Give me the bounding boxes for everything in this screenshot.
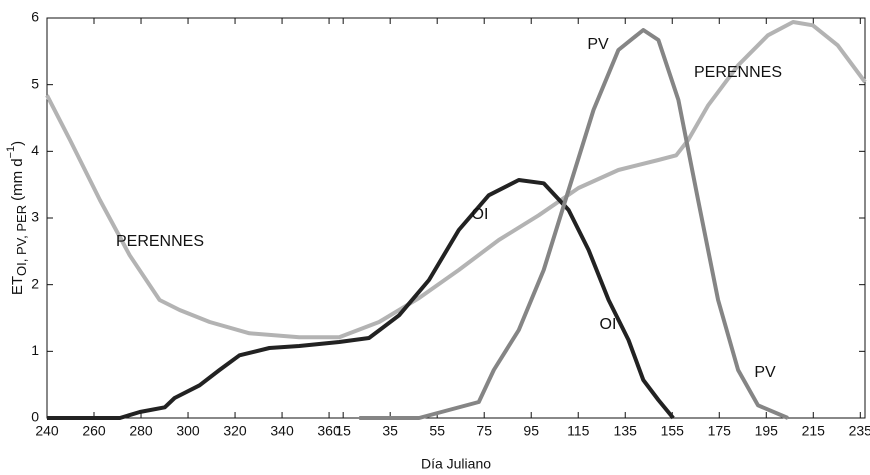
x-tick-label: 135 [614, 423, 638, 439]
y-label-sub: OI, PV, PER [14, 205, 29, 276]
x-tick-label: 35 [382, 423, 398, 439]
series-line [359, 28, 789, 420]
x-tick-label: 260 [82, 423, 106, 439]
x-axis-label: Día Juliano [421, 456, 491, 472]
series-line [47, 178, 675, 420]
x-tick-label: 15 [335, 423, 351, 439]
x-tick-label: 195 [755, 423, 779, 439]
x-tick-label: 115 [567, 423, 590, 439]
x-tick-label: 340 [270, 423, 294, 439]
y-label-close: ) [9, 141, 26, 146]
y-axis-label: ETOI, PV, PER (mm d−1) [5, 141, 30, 295]
y-tick-label: 3 [31, 209, 39, 225]
x-tick-label: 280 [129, 423, 153, 439]
series-label: PERENNES [694, 64, 782, 81]
x-tick-label: 75 [476, 423, 492, 439]
series-label: OI [600, 316, 617, 333]
x-tick-label: 235 [849, 423, 870, 439]
x-tick-label: 55 [429, 423, 445, 439]
y-label-main: ET [9, 276, 26, 295]
x-tick-label: 300 [176, 423, 200, 439]
series-label: PERENNES [116, 233, 204, 250]
x-tick-label: 175 [708, 423, 732, 439]
y-label-unit: (mm d [9, 158, 26, 201]
x-tick-label: 360 [317, 423, 341, 439]
y-tick-label: 5 [31, 75, 39, 91]
x-tick-label: 215 [802, 423, 826, 439]
x-tick-label: 95 [523, 423, 539, 439]
x-tick-label: 155 [661, 423, 685, 439]
y-tick-label: 1 [31, 342, 39, 358]
y-tick-label: 0 [31, 409, 39, 425]
y-tick-label: 4 [31, 142, 39, 158]
x-tick-label: 240 [35, 423, 59, 439]
y-tick-label: 2 [31, 275, 39, 291]
series-line [45, 20, 867, 340]
y-label-sup: −1 [5, 146, 17, 159]
y-tick-label: 6 [31, 9, 39, 25]
x-tick-label: 320 [223, 423, 247, 439]
series-label: PV [754, 364, 776, 381]
series-label: PV [587, 36, 609, 53]
series-label: OI [472, 206, 489, 223]
